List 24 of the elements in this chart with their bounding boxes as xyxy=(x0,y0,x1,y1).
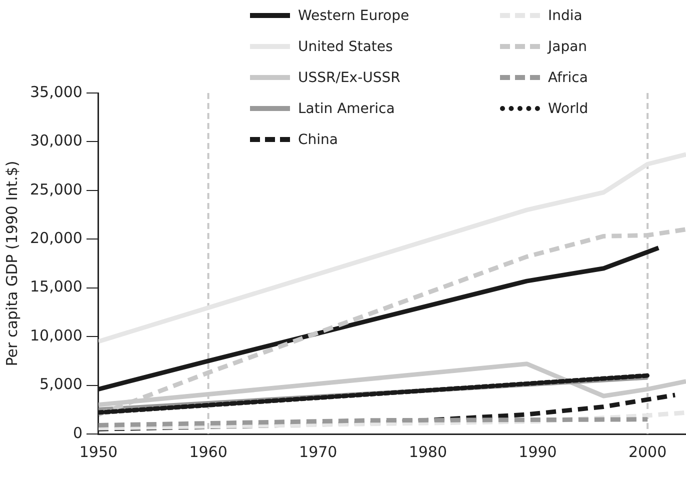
y-tick-label: 35,000 xyxy=(30,82,82,101)
y-tick-label: 10,000 xyxy=(30,326,82,344)
legend-label: China xyxy=(298,132,338,148)
legend-label: Africa xyxy=(548,70,588,86)
y-tick-label: 30,000 xyxy=(30,132,82,150)
legend-label: Latin America xyxy=(298,100,395,116)
x-tick-label: 1990 xyxy=(518,442,557,461)
y-tick-label: 25,000 xyxy=(30,180,82,198)
legend-label: Western Europe xyxy=(298,8,410,24)
y-tick-label: 15,000 xyxy=(30,278,82,296)
y-axis-title: Per capita GDP (1990 Int.$) xyxy=(2,160,21,366)
legend-label: USSR/Ex-USSR xyxy=(298,70,400,86)
legend-label: Japan xyxy=(548,38,588,54)
x-tick-label: 2000 xyxy=(628,442,667,461)
y-tick-label: 5,000 xyxy=(40,375,82,394)
y-tick-label: 20,000 xyxy=(30,229,82,248)
y-tick-label: 0 xyxy=(72,424,82,442)
x-tick-label: 1970 xyxy=(299,442,338,461)
legend-label: United States xyxy=(298,38,393,54)
x-tick-label: 1950 xyxy=(79,442,118,461)
x-tick-label: 1980 xyxy=(408,442,448,461)
x-tick-label: 1960 xyxy=(189,442,228,461)
legend-label: World xyxy=(548,100,588,116)
legend-label: India xyxy=(548,8,582,24)
